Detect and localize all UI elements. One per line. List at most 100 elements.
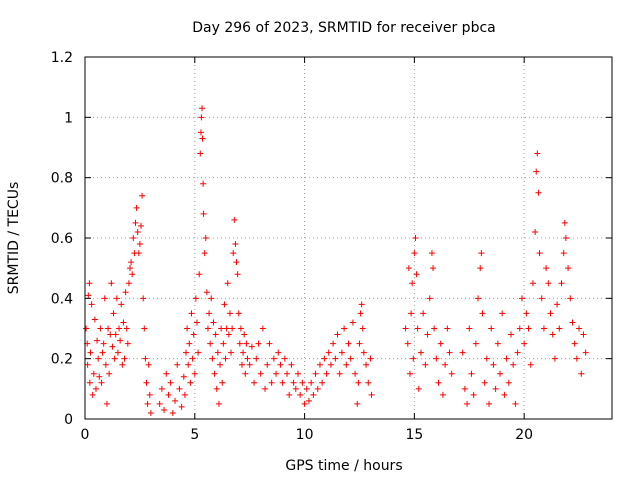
data-point [107, 331, 114, 338]
data-point [347, 355, 354, 362]
data-point [540, 325, 547, 332]
data-point [207, 340, 214, 347]
data-point [409, 280, 416, 287]
data-point [117, 337, 124, 344]
data-point [257, 370, 264, 377]
data-point [139, 192, 146, 199]
x-tick-label: 0 [81, 427, 90, 443]
data-point [264, 361, 271, 368]
data-point [176, 385, 183, 392]
data-point [547, 310, 554, 317]
data-point [223, 325, 230, 332]
data-point [84, 361, 91, 368]
data-point [426, 295, 433, 302]
data-point [127, 265, 134, 272]
data-point [284, 370, 291, 377]
data-point [448, 370, 455, 377]
data-point [188, 310, 195, 317]
data-point [294, 370, 301, 377]
data-point [405, 265, 412, 272]
data-point [554, 301, 561, 308]
data-point [536, 250, 543, 257]
data-point [494, 340, 501, 347]
data-point [183, 349, 190, 356]
data-point [116, 325, 123, 332]
data-point [545, 280, 552, 287]
data-point [437, 340, 444, 347]
data-point [314, 385, 321, 392]
data-point [193, 319, 200, 326]
data-point [466, 325, 473, 332]
data-point [251, 379, 258, 386]
data-point [125, 280, 132, 287]
y-tick-label: 1 [64, 110, 73, 126]
data-point [270, 355, 277, 362]
data-point [497, 370, 504, 377]
y-tick-label: 1.2 [51, 50, 73, 66]
data-point [582, 349, 589, 356]
data-point [444, 325, 451, 332]
data-point [412, 235, 419, 241]
data-point [217, 361, 224, 368]
data-point [439, 391, 446, 398]
data-point [106, 370, 113, 377]
data-point [110, 310, 117, 317]
data-point [225, 331, 232, 338]
data-point [275, 349, 282, 356]
data-point [242, 370, 249, 377]
data-point [259, 325, 266, 332]
data-point [215, 400, 222, 407]
data-point [113, 295, 120, 302]
data-point [156, 400, 163, 407]
data-point [124, 340, 131, 347]
data-point [185, 361, 192, 368]
data-point [236, 340, 243, 347]
data-point [534, 150, 541, 157]
data-point [235, 310, 242, 317]
data-point [290, 379, 297, 386]
data-point [538, 295, 545, 302]
data-point [234, 271, 241, 278]
data-point [305, 397, 312, 404]
data-point [281, 355, 288, 362]
data-point [410, 355, 417, 362]
data-point [442, 361, 449, 368]
data-point [102, 361, 109, 368]
data-point [132, 219, 139, 226]
data-point [415, 385, 422, 392]
data-point [169, 409, 176, 416]
x-tick-label: 10 [296, 427, 314, 443]
data-point [488, 325, 495, 332]
data-point [230, 250, 237, 257]
data-point [133, 204, 140, 211]
data-point [203, 289, 210, 296]
data-point [316, 361, 323, 368]
data-point [359, 325, 366, 332]
data-point [422, 361, 429, 368]
data-point [428, 250, 435, 257]
data-point [253, 355, 260, 362]
data-point [163, 370, 170, 377]
data-point [532, 228, 539, 235]
data-point [145, 361, 152, 368]
x-tick-labels: 0 5 10 15 20 [81, 427, 534, 443]
data-point [413, 271, 420, 278]
data-point [118, 301, 125, 308]
data-point [136, 241, 143, 248]
data-point [244, 355, 251, 362]
data-point [87, 349, 94, 356]
data-point [199, 135, 206, 142]
data-point [352, 370, 359, 377]
data-point [365, 379, 372, 386]
data-point [147, 409, 154, 416]
data-point [86, 379, 93, 386]
data-point [128, 259, 135, 266]
data-point [222, 355, 229, 362]
data-point [211, 370, 218, 377]
data-point [533, 168, 540, 175]
data-point [299, 379, 306, 386]
data-point [414, 325, 421, 332]
data-point [101, 295, 108, 302]
data-point [226, 310, 233, 317]
